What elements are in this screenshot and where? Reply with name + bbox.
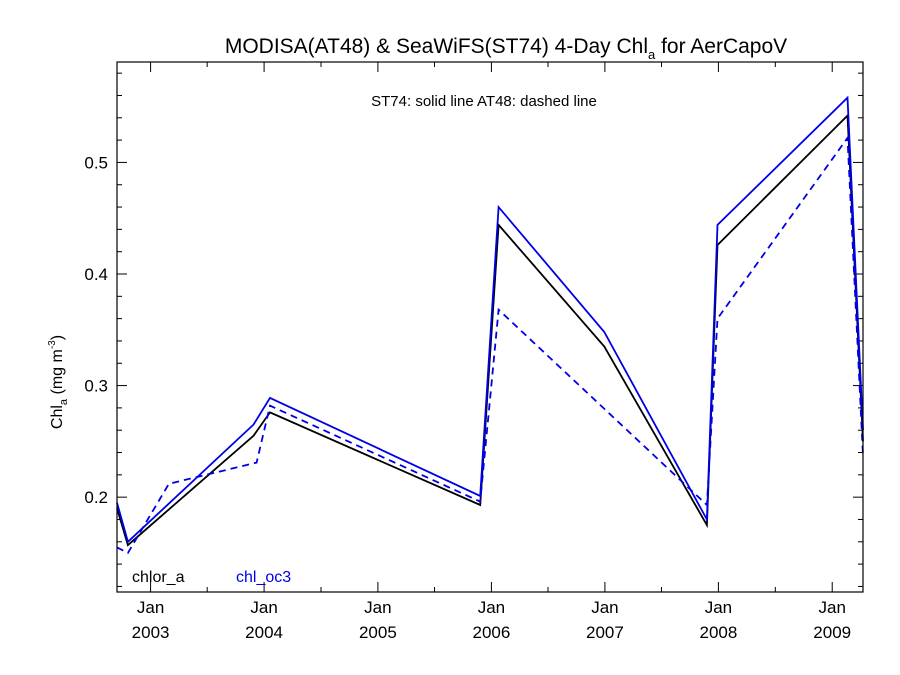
x-tick-month: Jan <box>250 598 277 617</box>
x-tick-month: Jan <box>137 598 164 617</box>
x-tick-year: 2009 <box>813 623 851 642</box>
legend-entry: chl_oc3 <box>236 569 291 586</box>
line-style-annotation: ST74: solid line AT48: dashed line <box>371 93 597 110</box>
y-axis-label: Chla (mg m-3) <box>47 335 70 429</box>
series-group <box>116 95 864 555</box>
axis-ticks: 0.2 0.3 0.4 0.5 Jan 2003 Jan 2004 Jan 2005 Jan 2006… <box>84 62 863 642</box>
x-tick-month: Jan <box>591 598 618 617</box>
x-tick-year: 2006 <box>472 623 510 642</box>
series-line-2 <box>116 135 864 555</box>
x-tick-month: Jan <box>478 598 505 617</box>
y-tick-label: 0.2 <box>84 488 108 507</box>
legend-entry: chlor_a <box>132 569 185 586</box>
legend: chlor_a chl_oc3 <box>132 569 291 586</box>
plot-frame <box>116 61 864 593</box>
y-tick-label: 0.4 <box>84 265 108 284</box>
x-tick-month: Jan <box>364 598 391 617</box>
x-tick-year: 2007 <box>586 623 624 642</box>
x-tick-year: 2008 <box>699 623 737 642</box>
y-tick-label: 0.5 <box>84 153 108 172</box>
series-line-0 <box>116 113 864 547</box>
x-tick-year: 2004 <box>245 623 283 642</box>
x-tick-month: Jan <box>819 598 846 617</box>
series-line-1 <box>116 95 864 544</box>
x-tick-year: 2003 <box>132 623 170 642</box>
x-tick-month: Jan <box>705 598 732 617</box>
y-tick-label: 0.3 <box>84 377 108 396</box>
x-tick-year: 2005 <box>359 623 397 642</box>
chart-title: MODISA(AT48) & SeaWiFS(ST74) 4-Day Chla … <box>225 35 787 62</box>
